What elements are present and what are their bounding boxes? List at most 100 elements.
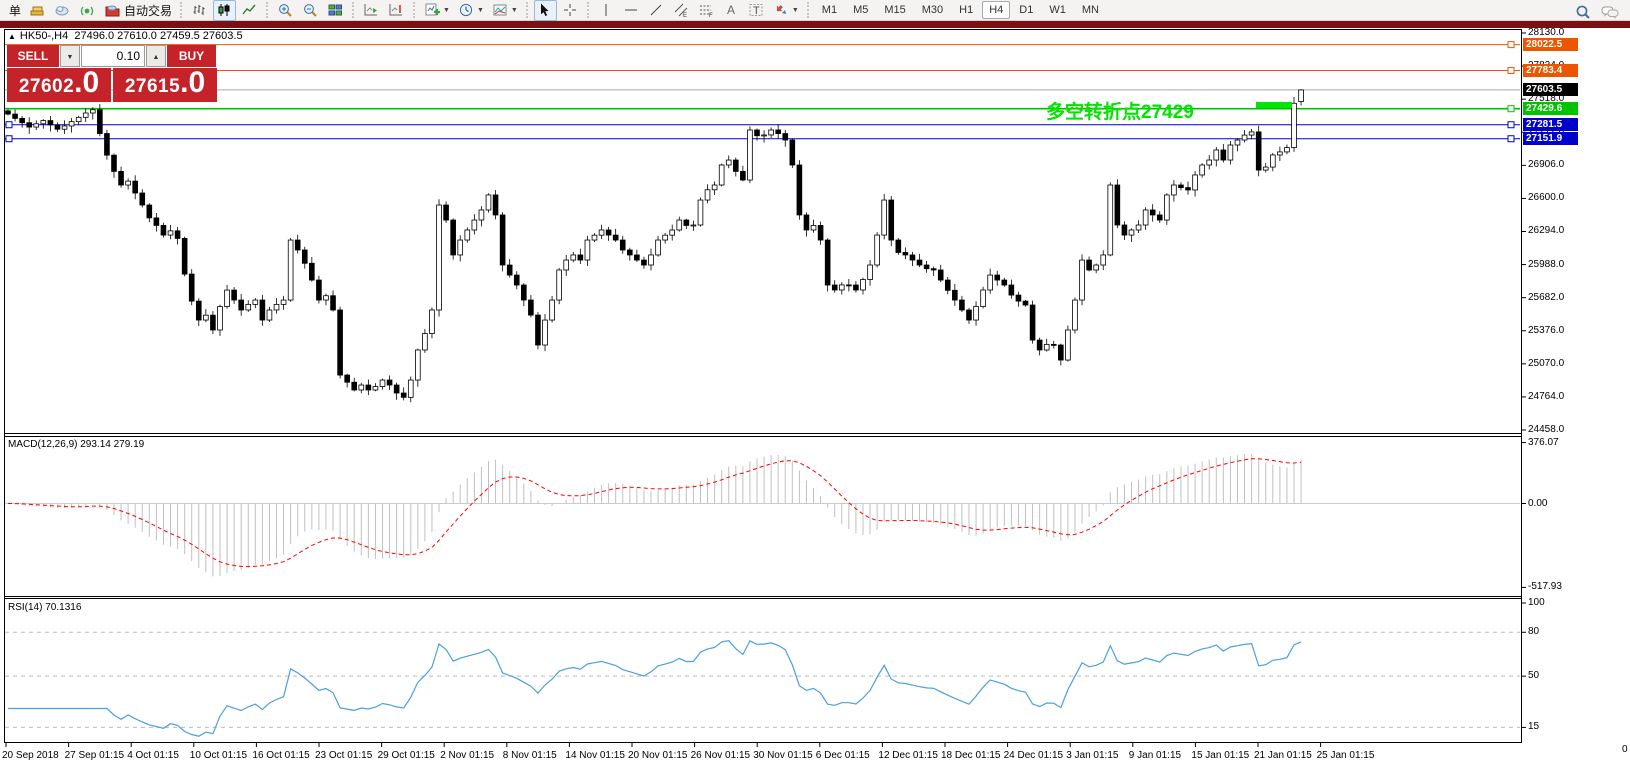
candle-body [634, 254, 640, 261]
line-handle[interactable] [1507, 135, 1515, 143]
candle-body [5, 110, 11, 115]
candle-body [619, 239, 626, 251]
pivot-annotation-text[interactable]: 多空转折点27429 [1046, 102, 1194, 123]
candle-body [1050, 343, 1057, 346]
timeframe-mn-button[interactable]: MN [1081, 4, 1099, 16]
candle-body [61, 125, 68, 130]
chartshift-icon [388, 2, 405, 18]
signals-button[interactable] [76, 0, 99, 21]
timeframe-m15-button[interactable]: M15 [884, 4, 906, 16]
tile-icon [327, 2, 344, 18]
sell-button[interactable]: SELL [7, 45, 59, 67]
line-handle[interactable] [1507, 66, 1515, 74]
price-tag-27603.5: 27603.5 [1523, 83, 1578, 97]
text-button[interactable]: A [720, 0, 743, 21]
vertical-line-button[interactable] [595, 0, 618, 21]
deposit-button[interactable] [26, 0, 49, 21]
timeframe-m1-button[interactable]: M1 [821, 4, 838, 16]
dropdown-caret-icon[interactable]: ▼ [510, 6, 518, 14]
macd-tick-label: -517.93 [1528, 581, 1562, 593]
zoom-in-button[interactable] [274, 0, 297, 21]
line-handle[interactable] [5, 135, 13, 143]
line-handle[interactable] [1507, 121, 1515, 129]
crosshair-button[interactable] [559, 0, 582, 21]
candle-body [1248, 131, 1255, 136]
price-tick-label: 26294.0 [1528, 225, 1565, 237]
arrows-button[interactable]: ▼ [770, 0, 802, 21]
templates-button[interactable]: ▼ [489, 0, 521, 21]
arrows-icon [773, 2, 790, 18]
candle-body [1128, 229, 1135, 236]
equidistant-channel-button[interactable]: E [670, 0, 693, 21]
svg-text:E: E [683, 13, 687, 18]
fibonacci-button[interactable]: F [695, 0, 718, 21]
line-handle[interactable] [1507, 105, 1515, 113]
bars-chart-button[interactable] [188, 0, 211, 21]
chart-shift-button[interactable] [385, 0, 408, 21]
time-axis-label: 18 Dec 01:15 [941, 750, 1001, 761]
candle-body [1206, 159, 1213, 166]
macd-separator-bottom[interactable] [4, 436, 1521, 437]
volume-decrease-button[interactable]: ▼ [60, 45, 80, 67]
indicators-button[interactable]: ▼ [421, 0, 453, 21]
timeframe-h4-button[interactable]: H4 [982, 1, 1011, 19]
candle-body [471, 219, 478, 231]
volume-increase-button[interactable]: ▲ [146, 45, 166, 67]
timeframe-h1-button[interactable]: H1 [959, 4, 974, 16]
dropdown-caret-icon[interactable]: ▼ [443, 6, 450, 14]
line-chart-button[interactable] [238, 0, 261, 21]
cursor-button[interactable] [533, 0, 557, 21]
rsi-separator-bottom[interactable] [4, 598, 1521, 599]
candle-body [160, 225, 167, 236]
rsi-tick-label: 80 [1528, 626, 1540, 638]
tile-windows-button[interactable] [324, 0, 347, 21]
timeframe-m30-button[interactable]: M30 [921, 4, 944, 16]
line-handle[interactable] [1507, 41, 1515, 49]
candle-body [810, 225, 817, 231]
text-label-button[interactable]: T [745, 0, 768, 21]
horizontal-line-button[interactable] [620, 0, 643, 21]
search-button[interactable] [1571, 2, 1595, 23]
candlestick-chart-button[interactable] [213, 0, 237, 21]
timeframe-d1-button[interactable]: D1 [1019, 4, 1034, 16]
rsi-tick-label: 50 [1528, 670, 1540, 682]
candle-body [365, 384, 372, 391]
template-icon [492, 2, 509, 18]
text-a-icon: A [723, 2, 740, 18]
candle-body [181, 238, 188, 275]
timeframe-w1-button[interactable]: W1 [1049, 4, 1066, 16]
trendline-button[interactable] [645, 0, 668, 21]
community-button[interactable] [51, 0, 74, 21]
new-order-button[interactable]: 单 [3, 0, 24, 21]
periods-button[interactable]: ▼ [455, 0, 487, 21]
timeframe-m5-button[interactable]: M5 [853, 4, 869, 16]
candle-body [436, 204, 442, 311]
candle-body [1142, 209, 1149, 226]
dropdown-caret-icon[interactable]: ▼ [476, 6, 484, 14]
sell-price[interactable]: 27602.0 [7, 68, 111, 102]
chat-button[interactable] [1597, 2, 1623, 23]
autotrade-icon [104, 2, 121, 18]
rsi-separator-top[interactable] [4, 596, 1521, 597]
candle-body [273, 303, 280, 311]
buy-button[interactable]: BUY [167, 45, 216, 67]
auto-scroll-button[interactable] [360, 0, 383, 21]
candle-body [641, 259, 647, 266]
price-tick-label: 25376.0 [1528, 324, 1565, 336]
collapse-triangle-icon[interactable]: ▲ [8, 32, 16, 41]
candle-body [718, 164, 725, 186]
zoom-out-button[interactable] [299, 0, 322, 21]
buy-price[interactable]: 27615.0 [113, 68, 217, 102]
rsi-tick-label: 100 [1528, 597, 1545, 608]
pivot-highlight-marker[interactable] [1256, 102, 1292, 108]
candle-body [789, 139, 796, 166]
candle-body [1241, 134, 1248, 141]
auto-trading-button[interactable]: 自动交易 [101, 0, 175, 21]
dropdown-caret-icon[interactable]: ▼ [791, 6, 799, 14]
rsi-line [8, 639, 1302, 737]
volume-input[interactable] [81, 45, 145, 67]
candle-body [528, 299, 534, 316]
line-handle[interactable] [5, 121, 13, 129]
macd-separator-top[interactable] [4, 433, 1521, 434]
